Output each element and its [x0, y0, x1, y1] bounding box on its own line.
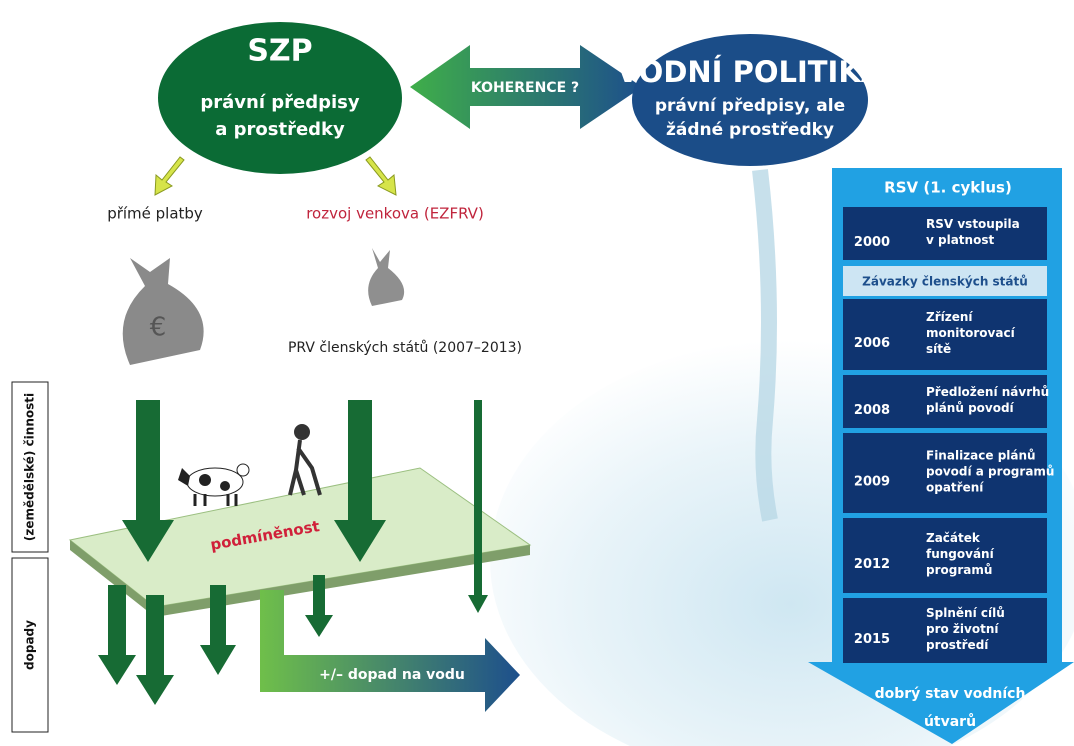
szp-ellipse: [158, 22, 402, 174]
money-bag: [122, 258, 204, 365]
down-arrows: [98, 400, 488, 705]
timeline-text: monitorovací: [926, 326, 1016, 340]
timeline-footer: dobrý stav vodních: [875, 686, 1026, 702]
rural-development: rozvoj venkova (EZFRV): [306, 205, 484, 223]
timeline-row: [843, 207, 1047, 260]
timeline-text: RSV vstoupila: [926, 217, 1020, 231]
timeline-text: v platnost: [926, 233, 994, 247]
direct-payments: přímé platby: [107, 205, 203, 223]
timeline-title: RSV (1. cyklus): [884, 179, 1012, 197]
coherence-label: KOHERENCE ?: [471, 80, 579, 96]
timeline-row: [843, 433, 1047, 513]
timeline-text: pro životní: [926, 622, 999, 636]
water-policy-line: právní předpisy, ale: [655, 96, 845, 116]
rdp-label: PRV členských států (2007–2013): [288, 340, 522, 356]
timeline-year: 2000: [854, 235, 890, 250]
activities-box: [11, 381, 49, 553]
timeline-text: plánů povodí: [926, 401, 1015, 415]
timeline-text: opatření: [926, 481, 984, 495]
commitments-label: Závazky členských států: [862, 275, 1028, 289]
timeline-year: 2015: [854, 632, 890, 647]
yellow-arrow: [365, 156, 397, 196]
impacts-box: [11, 557, 49, 733]
coherence-arrow: [410, 45, 642, 129]
water-policy-title: VODNÍ POLITIKA: [617, 55, 884, 89]
water-impact-label: +/– dopad na vodu: [319, 667, 465, 683]
timeline-text: programů: [926, 563, 992, 577]
timeline-row: [843, 375, 1047, 428]
timeline-year: 2008: [854, 403, 890, 418]
timeline-row: [843, 598, 1047, 663]
timeline-row: [843, 299, 1047, 370]
water-policy-ellipse: [632, 34, 868, 166]
timeline-text: Začátek: [926, 531, 981, 545]
timeline-text: Předložení návrhů: [926, 385, 1049, 399]
farmer-icon: [288, 424, 322, 496]
szp-line: právní předpisy: [200, 92, 360, 113]
cow-icon: [178, 463, 250, 506]
commitments-box: [843, 266, 1047, 296]
timeline-year: 2009: [854, 475, 890, 490]
water-impact-arrow: [260, 590, 520, 712]
timeline-text: Finalizace plánů: [926, 449, 1036, 463]
timeline-year: 2006: [854, 336, 890, 351]
szp-line: a prostředky: [215, 119, 345, 140]
timeline-year: 2012: [854, 557, 890, 572]
money-bag: [368, 248, 405, 306]
timeline-row: [843, 518, 1047, 593]
activities-label: (zemědělské) činnosti: [23, 393, 37, 541]
yellow-arrow: [154, 156, 185, 196]
timeline-text: sítě: [926, 342, 951, 356]
impacts-label: dopady: [23, 620, 37, 670]
water-stream: [752, 169, 778, 522]
timeline-text: prostředí: [926, 638, 989, 652]
timeline-footer: útvarů: [924, 713, 976, 730]
szp-title: SZP: [247, 34, 312, 69]
euro-icon: €: [150, 313, 167, 343]
water-policy-line: žádné prostředky: [666, 120, 834, 140]
timeline-text: Zřízení: [926, 310, 973, 324]
timeline-text: povodí a programů: [926, 465, 1054, 479]
timeline-text: fungování: [926, 547, 995, 561]
timeline-text: Splnění cílů: [926, 606, 1005, 620]
